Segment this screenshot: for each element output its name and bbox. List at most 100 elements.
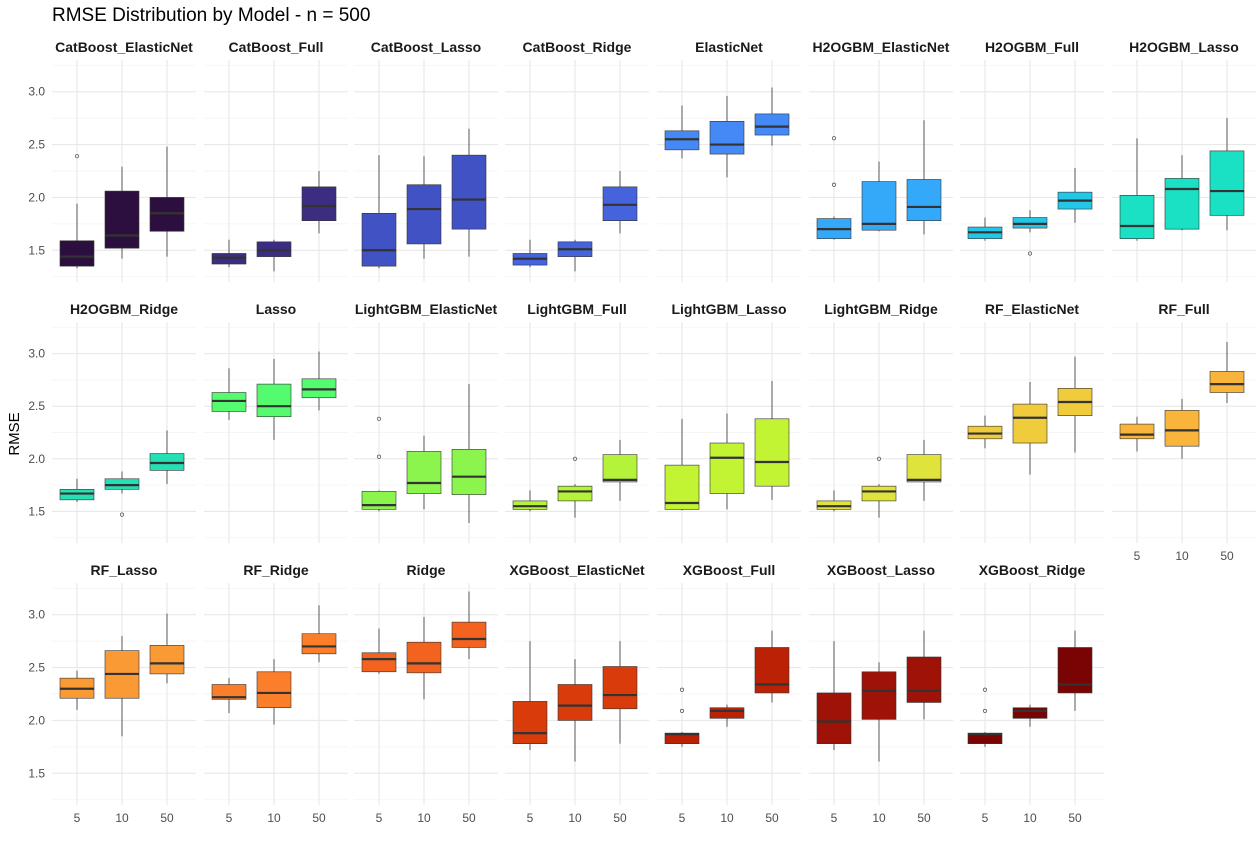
box-10 bbox=[256, 358, 292, 440]
facet-title: LightGBM_ElasticNet bbox=[355, 301, 498, 317]
box-10 bbox=[406, 616, 442, 700]
y-tick-label: 1.5 bbox=[28, 504, 45, 518]
box-body bbox=[1164, 178, 1200, 230]
x-tick-label: 10 bbox=[872, 811, 886, 825]
y-tick-label: 3.0 bbox=[28, 85, 45, 99]
box-body bbox=[754, 647, 790, 694]
box-50 bbox=[1209, 118, 1245, 231]
box-body bbox=[861, 181, 897, 231]
facet-title: Ridge bbox=[407, 562, 446, 578]
facet-panel: ElasticNet bbox=[657, 39, 801, 282]
facet-panel: CatBoost_Full bbox=[204, 39, 348, 282]
box-body bbox=[754, 418, 790, 487]
x-tick-label: 5 bbox=[982, 811, 989, 825]
facet-panel: XGBoost_ElasticNet 5 10 50 bbox=[505, 562, 649, 825]
box-50 bbox=[602, 641, 638, 744]
facet-panel: RF_Ridge 5 10 50 bbox=[204, 562, 348, 825]
facet-panel: CatBoost_Ridge bbox=[505, 39, 649, 282]
x-tick-label: 50 bbox=[613, 811, 627, 825]
outlier-point bbox=[119, 512, 125, 517]
box-body bbox=[602, 454, 638, 483]
box-10 bbox=[557, 456, 593, 518]
box-10 bbox=[1164, 155, 1200, 231]
outlier-point bbox=[376, 454, 382, 459]
box-body bbox=[211, 684, 247, 700]
outlier-point bbox=[572, 456, 578, 461]
facet-panel: XGBoost_Lasso 5 10 50 bbox=[809, 562, 953, 825]
box-body bbox=[1012, 707, 1048, 719]
x-tick-label: 50 bbox=[1068, 811, 1082, 825]
facet-title: CatBoost_ElasticNet bbox=[55, 39, 193, 55]
x-tick-label: 50 bbox=[312, 811, 326, 825]
box-body bbox=[512, 701, 548, 744]
box-body bbox=[906, 656, 942, 703]
x-tick-label: 10 bbox=[417, 811, 431, 825]
box-body bbox=[906, 454, 942, 483]
box-body bbox=[557, 684, 593, 721]
box-5 bbox=[816, 641, 852, 751]
box-body bbox=[149, 645, 185, 675]
facet-title: XGBoost_Full bbox=[683, 562, 776, 578]
box-body bbox=[256, 383, 292, 418]
x-tick-label: 10 bbox=[1023, 811, 1037, 825]
box-body bbox=[406, 451, 442, 494]
outlier-point bbox=[831, 136, 837, 141]
box-10 bbox=[861, 456, 897, 518]
y-tick-label: 2.5 bbox=[28, 138, 45, 152]
x-tick-label: 50 bbox=[765, 811, 779, 825]
facet-title: H2OGBM_ElasticNet bbox=[813, 39, 950, 55]
x-tick-label: 5 bbox=[831, 811, 838, 825]
y-tick-label: 2.0 bbox=[28, 190, 45, 204]
facet-title: RF_ElasticNet bbox=[985, 301, 1079, 317]
x-tick-label: 10 bbox=[1175, 549, 1189, 563]
box-body bbox=[406, 184, 442, 245]
outlier-point bbox=[74, 154, 80, 159]
box-10 bbox=[406, 156, 442, 259]
box-body bbox=[451, 449, 487, 495]
box-body bbox=[451, 154, 487, 230]
box-50 bbox=[149, 613, 185, 684]
box-5 bbox=[512, 641, 548, 751]
box-body bbox=[451, 621, 487, 648]
box-body bbox=[361, 212, 397, 267]
y-tick-label: 3.0 bbox=[28, 608, 45, 622]
y-tick-label: 1.5 bbox=[28, 766, 45, 780]
x-tick-label: 10 bbox=[720, 811, 734, 825]
box-5 bbox=[816, 490, 852, 512]
outlier-point bbox=[679, 708, 685, 714]
facet-panel: H2OGBM_Full bbox=[960, 39, 1104, 282]
box-10 bbox=[557, 659, 593, 762]
box-body bbox=[709, 121, 745, 155]
facet-title: CatBoost_Ridge bbox=[523, 39, 632, 55]
box-50 bbox=[1057, 630, 1093, 711]
box-50 bbox=[1209, 341, 1245, 404]
box-5 bbox=[967, 415, 1003, 449]
x-tick-label: 50 bbox=[1220, 549, 1234, 563]
box-body bbox=[406, 641, 442, 674]
facet-panel: RF_Full 5 10 50 bbox=[1112, 301, 1256, 563]
facet-panel: RF_Lasso 1.5 2.0 2.5 3.0 5 10 50 bbox=[28, 562, 196, 825]
facet-title: H2OGBM_Full bbox=[985, 39, 1079, 55]
x-tick-label: 10 bbox=[568, 811, 582, 825]
facet-panel: XGBoost_Full 5 10 50 bbox=[657, 562, 801, 825]
box-50 bbox=[451, 591, 487, 660]
box-body bbox=[1209, 150, 1245, 216]
facet-title: XGBoost_Ridge bbox=[979, 562, 1086, 578]
facet-title: XGBoost_Lasso bbox=[827, 562, 935, 578]
facet-title: CatBoost_Lasso bbox=[371, 39, 481, 55]
box-5 bbox=[211, 678, 247, 714]
box-body bbox=[709, 707, 745, 719]
box-50 bbox=[1057, 167, 1093, 223]
y-tick-label: 2.0 bbox=[28, 452, 45, 466]
box-10 bbox=[104, 166, 140, 259]
box-10 bbox=[1164, 398, 1200, 459]
box-body bbox=[1012, 403, 1048, 444]
facet-panel: LightGBM_Full bbox=[505, 301, 649, 543]
facet-panel: H2OGBM_ElasticNet bbox=[809, 39, 953, 282]
box-5 bbox=[211, 368, 247, 420]
box-10 bbox=[256, 659, 292, 725]
box-50 bbox=[301, 351, 337, 411]
x-tick-label: 5 bbox=[74, 811, 81, 825]
box-10 bbox=[406, 435, 442, 510]
